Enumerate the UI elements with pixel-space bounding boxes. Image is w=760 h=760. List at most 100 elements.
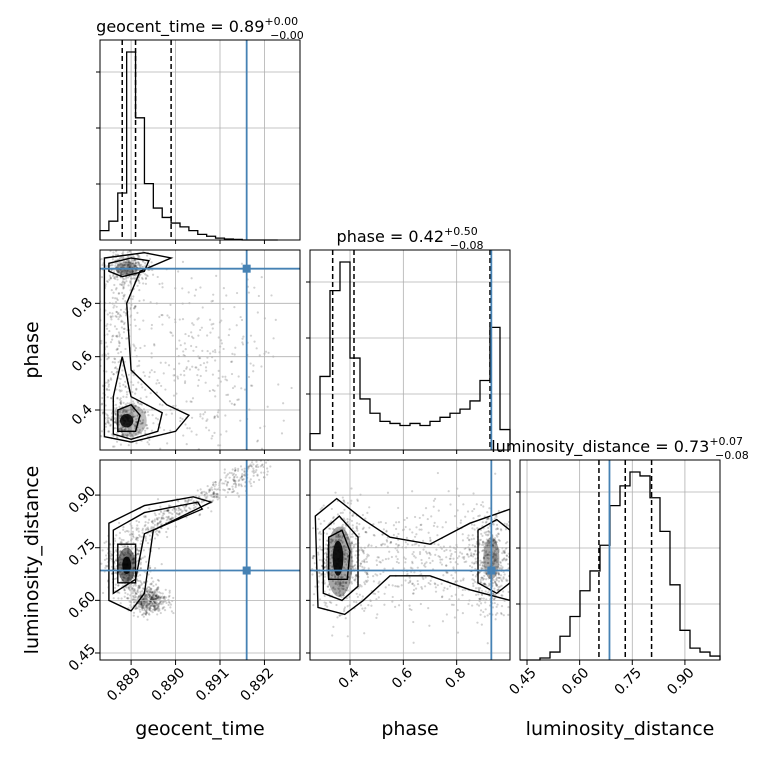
sample-point bbox=[381, 542, 385, 545]
sample-point bbox=[494, 540, 497, 544]
sample-point bbox=[148, 602, 151, 606]
sample-point bbox=[119, 443, 123, 446]
sample-point bbox=[211, 350, 215, 353]
sample-point bbox=[411, 490, 414, 493]
sample-point bbox=[313, 562, 316, 565]
sample-point bbox=[476, 603, 479, 606]
sample-point bbox=[146, 427, 149, 430]
sample-point bbox=[484, 582, 487, 586]
sample-point bbox=[356, 529, 359, 532]
sample-point bbox=[501, 552, 504, 555]
sample-point bbox=[377, 590, 380, 593]
sample-point bbox=[123, 260, 126, 263]
sample-point bbox=[134, 262, 137, 265]
sample-point bbox=[108, 329, 111, 333]
sample-point bbox=[156, 608, 159, 611]
sample-point bbox=[124, 380, 127, 383]
sample-point bbox=[115, 250, 118, 253]
sample-point bbox=[400, 584, 403, 587]
density-gp-core bbox=[120, 414, 134, 428]
sample-point bbox=[109, 341, 113, 344]
sample-point bbox=[216, 495, 219, 498]
sample-point bbox=[141, 582, 144, 585]
sample-point bbox=[100, 276, 104, 279]
sample-point bbox=[161, 282, 164, 285]
sample-point bbox=[125, 586, 128, 589]
sample-point bbox=[125, 395, 128, 399]
sample-point bbox=[201, 306, 204, 309]
sample-point bbox=[118, 342, 121, 345]
sample-point bbox=[366, 571, 369, 574]
sample-point bbox=[359, 564, 362, 567]
sample-point bbox=[126, 433, 129, 436]
ytick-label-phase-2: 0.8 bbox=[69, 295, 96, 322]
sample-point bbox=[134, 262, 137, 265]
sample-point bbox=[223, 471, 226, 474]
sample-point bbox=[172, 374, 175, 377]
sample-point bbox=[142, 260, 145, 263]
sample-point bbox=[496, 583, 499, 586]
sample-point bbox=[151, 526, 154, 529]
sample-point bbox=[212, 293, 215, 296]
sample-point bbox=[134, 591, 137, 594]
sample-point bbox=[471, 555, 475, 558]
sample-point bbox=[135, 442, 138, 445]
sample-point bbox=[139, 610, 142, 613]
sample-point bbox=[338, 591, 341, 594]
sample-point bbox=[145, 610, 148, 613]
sample-point bbox=[233, 478, 236, 481]
sample-point bbox=[113, 445, 116, 448]
sample-point bbox=[123, 278, 126, 281]
sample-point bbox=[480, 623, 483, 626]
sample-point bbox=[450, 552, 453, 556]
sample-point bbox=[131, 260, 135, 263]
sample-point bbox=[241, 343, 245, 346]
sample-point bbox=[132, 614, 135, 617]
sample-point bbox=[157, 587, 160, 591]
sample-point bbox=[148, 594, 151, 597]
sample-point bbox=[145, 427, 148, 430]
sample-point bbox=[210, 300, 213, 303]
sample-point bbox=[103, 541, 106, 544]
sample-point bbox=[212, 491, 216, 494]
sample-point bbox=[184, 380, 187, 383]
sample-point bbox=[153, 344, 156, 347]
sample-point bbox=[113, 413, 117, 416]
sample-point bbox=[337, 533, 340, 537]
sample-point bbox=[225, 474, 228, 477]
sample-point bbox=[234, 480, 237, 483]
sample-point bbox=[89, 403, 91, 405]
sample-point bbox=[211, 488, 214, 491]
sample-point bbox=[145, 603, 148, 607]
sample-point bbox=[256, 439, 260, 442]
sample-point bbox=[131, 413, 134, 416]
sample-point bbox=[412, 550, 415, 554]
sample-point bbox=[344, 549, 347, 552]
sample-point bbox=[118, 264, 121, 267]
sample-point bbox=[266, 470, 269, 473]
sample-point bbox=[176, 512, 179, 515]
sample-point bbox=[162, 517, 165, 520]
sample-point bbox=[136, 606, 139, 610]
sample-point bbox=[372, 533, 375, 537]
sample-point bbox=[107, 383, 111, 386]
sample-point bbox=[156, 606, 159, 609]
sample-point bbox=[90, 427, 92, 429]
sample-point bbox=[146, 586, 149, 589]
sample-point bbox=[150, 587, 153, 591]
sample-point bbox=[481, 543, 484, 546]
sample-point bbox=[147, 591, 150, 595]
sample-point bbox=[107, 378, 110, 382]
sample-point bbox=[197, 368, 200, 371]
sample-point bbox=[513, 566, 515, 568]
sample-point bbox=[337, 533, 340, 536]
sample-point bbox=[198, 514, 201, 517]
sample-point bbox=[361, 595, 364, 598]
sample-point bbox=[205, 369, 208, 372]
sample-point bbox=[449, 503, 452, 506]
sample-point bbox=[110, 378, 113, 381]
sample-point bbox=[337, 582, 340, 585]
sample-point bbox=[153, 597, 157, 600]
sample-point bbox=[139, 273, 142, 276]
sample-point bbox=[494, 565, 498, 569]
